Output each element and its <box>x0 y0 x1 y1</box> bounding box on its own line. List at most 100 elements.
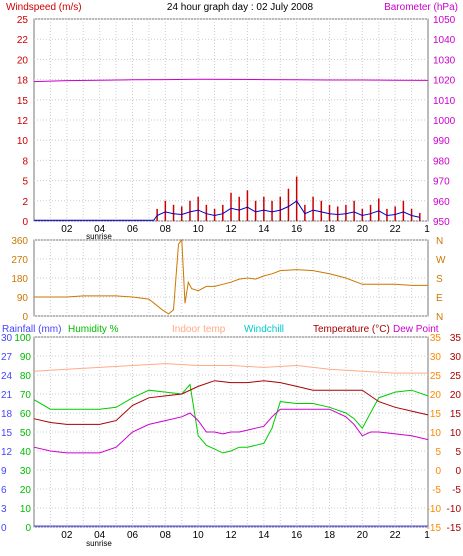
x-tick-label: 10 <box>193 224 205 235</box>
x-tick-label: 22 <box>390 224 402 235</box>
temp-right-tick-label: -15 <box>447 523 462 534</box>
x-tick-label: 16 <box>291 224 303 235</box>
temp-left-tick-label: 5 <box>435 447 441 458</box>
rain-tick-label: 18 <box>1 409 13 420</box>
windspeed-tick-label: 20 <box>17 55 29 66</box>
compass-tick-label: E <box>436 293 443 304</box>
x-tick-label: 04 <box>94 224 106 235</box>
temp-right-tick-label: 10 <box>450 428 462 439</box>
x-tick-label: 14 <box>258 224 270 235</box>
barometer-tick-label: 1000 <box>433 116 456 127</box>
temp-right-tick-label: -5 <box>452 485 461 496</box>
x-tick-label: 12 <box>225 224 237 235</box>
temp-left-tick-label: 25 <box>430 371 442 382</box>
windspeed-tick-label: 12 <box>17 116 29 127</box>
barometer-tick-label: 990 <box>433 136 450 147</box>
x-tick-label: 10 <box>193 530 205 541</box>
temperature-line <box>33 380 429 425</box>
humidity-tick-label: 50 <box>20 428 32 439</box>
direction-tick-label: 360 <box>11 236 28 247</box>
x-tick-label: 20 <box>357 224 369 235</box>
dewpoint-line <box>33 408 429 454</box>
temp-right-tick-label: 30 <box>450 352 462 363</box>
barometer-tick-label: 1030 <box>433 55 456 66</box>
temp-right-tick-label: 25 <box>450 371 462 382</box>
wind-direction-line <box>34 238 428 315</box>
barometer-tick-label: 960 <box>433 197 450 208</box>
rain-tick-label: 30 <box>1 333 13 344</box>
humidity-tick-label: 80 <box>20 371 32 382</box>
legend-dewpoint: Dew Point <box>393 324 439 335</box>
humidity-tick-label: 100 <box>14 333 31 344</box>
x-tick-label: 08 <box>160 224 172 235</box>
compass-tick-label: N <box>436 312 443 323</box>
direction-tick-label: 0 <box>22 312 28 323</box>
barometer-tick-label: 1050 <box>433 15 456 26</box>
rain-tick-label: 21 <box>1 390 13 401</box>
temp-left-tick-label: 20 <box>430 390 442 401</box>
rain-tick-label: 27 <box>1 352 13 363</box>
sunrise-label-bottom: sunrise <box>86 539 112 548</box>
humidity-tick-label: 0 <box>25 523 31 534</box>
legend-rainfall: Rainfall (mm) <box>2 324 61 335</box>
humidity-tick-label: 60 <box>20 409 32 420</box>
x-tick-label: 06 <box>127 530 139 541</box>
humidity-tick-label: 40 <box>20 447 32 458</box>
humidity-tick-label: 70 <box>20 390 32 401</box>
barometer-tick-label: 1010 <box>433 96 456 107</box>
barometer-tick-label: 1020 <box>433 76 456 87</box>
x-tick-label: 12 <box>225 530 237 541</box>
temp-left-tick-label: -15 <box>427 523 442 534</box>
compass-tick-label: S <box>436 274 443 285</box>
x-tick-label: 20 <box>357 530 369 541</box>
rain-tick-label: 12 <box>1 447 13 458</box>
barometer-axis-title: Barometer (hPa) <box>384 2 458 13</box>
barometer-tick-label: 1040 <box>433 35 456 46</box>
humidity-tick-label: 90 <box>20 352 32 363</box>
x-tick-label: 02 <box>61 224 73 235</box>
temp-right-tick-label: 35 <box>450 333 462 344</box>
temp-right-tick-label: -10 <box>447 504 462 515</box>
legend-indoor: Indoor temp <box>172 324 226 335</box>
windspeed-tick-label: 0 <box>22 217 28 228</box>
temp-right-tick-label: 0 <box>455 466 461 477</box>
compass-tick-label: W <box>436 255 446 266</box>
direction-tick-label: 180 <box>11 274 28 285</box>
legend-temperature: Temperature (°C) <box>313 324 390 335</box>
windspeed-tick-label: 2 <box>22 197 28 208</box>
x-tick-label: 08 <box>160 530 172 541</box>
windspeed-tick-label: 22 <box>17 35 29 46</box>
windspeed-tick-label: 10 <box>17 136 29 147</box>
humidity-line <box>33 383 429 454</box>
temp-left-tick-label: -5 <box>432 485 441 496</box>
x-tick-label: 22 <box>390 530 402 541</box>
barometer-tick-label: 980 <box>433 156 450 167</box>
x-tick-label: 04 <box>94 530 106 541</box>
legend-windchill: Windchill <box>244 324 284 335</box>
rain-tick-label: 24 <box>1 371 13 382</box>
wind-average-line <box>34 200 420 221</box>
compass-tick-label: N <box>436 236 443 247</box>
rain-tick-label: 6 <box>1 485 7 496</box>
x-tick-end: 1 <box>424 530 430 541</box>
x-tick-label: 16 <box>291 530 303 541</box>
windspeed-axis-title: Windspeed (m/s) <box>6 2 82 13</box>
temp-left-tick-label: 30 <box>430 352 442 363</box>
x-tick-label: 06 <box>127 224 139 235</box>
barometer-tick-label: 970 <box>433 177 450 188</box>
rain-tick-label: 0 <box>1 523 7 534</box>
panel-direction-frame <box>33 239 429 317</box>
rain-tick-label: 15 <box>1 428 13 439</box>
humidity-tick-label: 30 <box>20 466 32 477</box>
windspeed-tick-label: 15 <box>17 96 29 107</box>
barometer-line <box>33 78 429 83</box>
temp-left-tick-label: 15 <box>430 409 442 420</box>
humidity-tick-label: 10 <box>20 504 32 515</box>
temp-right-tick-label: 15 <box>450 409 462 420</box>
humidity-tick-label: 20 <box>20 485 32 496</box>
x-tick-label: 18 <box>324 224 336 235</box>
windspeed-tick-label: 8 <box>22 156 28 167</box>
temp-right-tick-label: 5 <box>455 447 461 458</box>
temp-left-tick-label: 35 <box>430 333 442 344</box>
